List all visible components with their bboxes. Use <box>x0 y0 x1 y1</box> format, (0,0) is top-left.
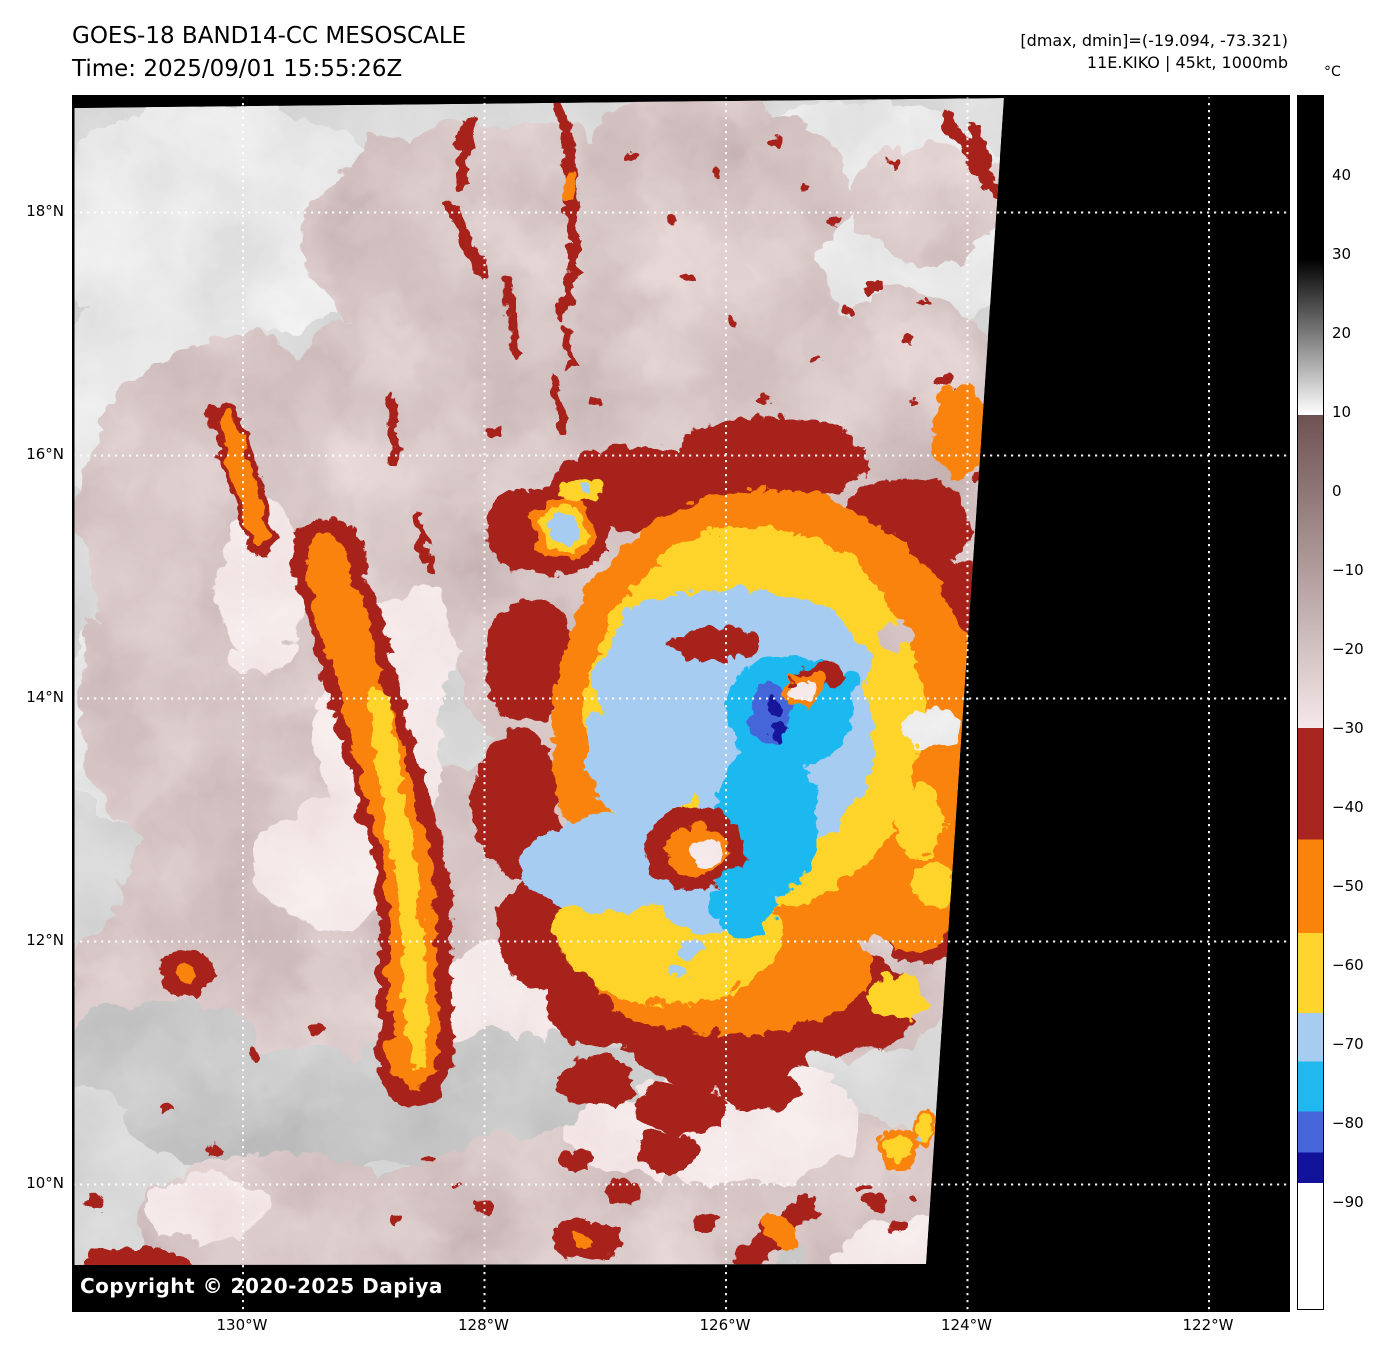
lat-tick-label: 10°N <box>26 1173 64 1192</box>
data-swath <box>73 98 1004 1265</box>
colorbar-tick-label: −80 <box>1332 1113 1364 1132</box>
temperature-colorbar <box>1297 95 1324 1310</box>
inner-warm-holes <box>641 618 956 884</box>
lon-tick-label: 126°W <box>699 1316 751 1334</box>
dmax-dmin-readout: [dmax, dmin]=(-19.094, -73.321) <box>1020 31 1288 50</box>
map-frame <box>73 96 1289 1311</box>
colorbar-tick-label: −40 <box>1332 797 1364 816</box>
header-stats-block: [dmax, dmin]=(-19.094, -73.321) 11E.KIKO… <box>1020 30 1288 74</box>
colorbar-tick-label: −60 <box>1332 955 1364 974</box>
colorbar-tick-label: −50 <box>1332 876 1364 895</box>
colorbar-tick-label: 20 <box>1332 323 1352 342</box>
colorbar-tick-label: 0 <box>1332 481 1342 500</box>
lat-tick-label: 18°N <box>26 201 64 220</box>
header-title-block: GOES-18 BAND14-CC MESOSCALE Time: 2025/0… <box>72 20 466 86</box>
satellite-map: Copyright © 2020-2025 Dapiya <box>72 95 1290 1312</box>
colorbar-tick-label: 40 <box>1332 165 1352 184</box>
storm-info-readout: 11E.KIKO | 45kt, 1000mb <box>1086 53 1288 72</box>
colorbar-tick-label: −30 <box>1332 718 1364 737</box>
lon-tick-label: 130°W <box>216 1316 268 1334</box>
lon-tick-label: 122°W <box>1182 1316 1234 1334</box>
copyright-watermark: Copyright © 2020-2025 Dapiya <box>80 1274 443 1298</box>
colorbar-tick-label: −20 <box>1332 639 1364 658</box>
page-title: GOES-18 BAND14-CC MESOSCALE <box>72 23 467 49</box>
colorbar-tick-label: −10 <box>1332 560 1364 579</box>
colorbar-tick-label: 10 <box>1332 402 1352 421</box>
satellite-imagery <box>73 96 1289 1311</box>
colorbar-tick-label: 30 <box>1332 244 1352 263</box>
colorbar-tick-label: −70 <box>1332 1034 1364 1053</box>
colorbar-tick-label: −90 <box>1332 1192 1364 1211</box>
lon-tick-label: 128°W <box>458 1316 509 1334</box>
timestamp: Time: 2025/09/01 15:55:26Z <box>72 56 403 82</box>
lat-tick-label: 14°N <box>26 687 64 706</box>
colorbar-unit-label: °C <box>1324 64 1341 80</box>
lat-tick-label: 16°N <box>26 444 64 463</box>
lon-tick-label: 124°W <box>941 1316 992 1334</box>
lat-tick-label: 12°N <box>26 930 64 949</box>
